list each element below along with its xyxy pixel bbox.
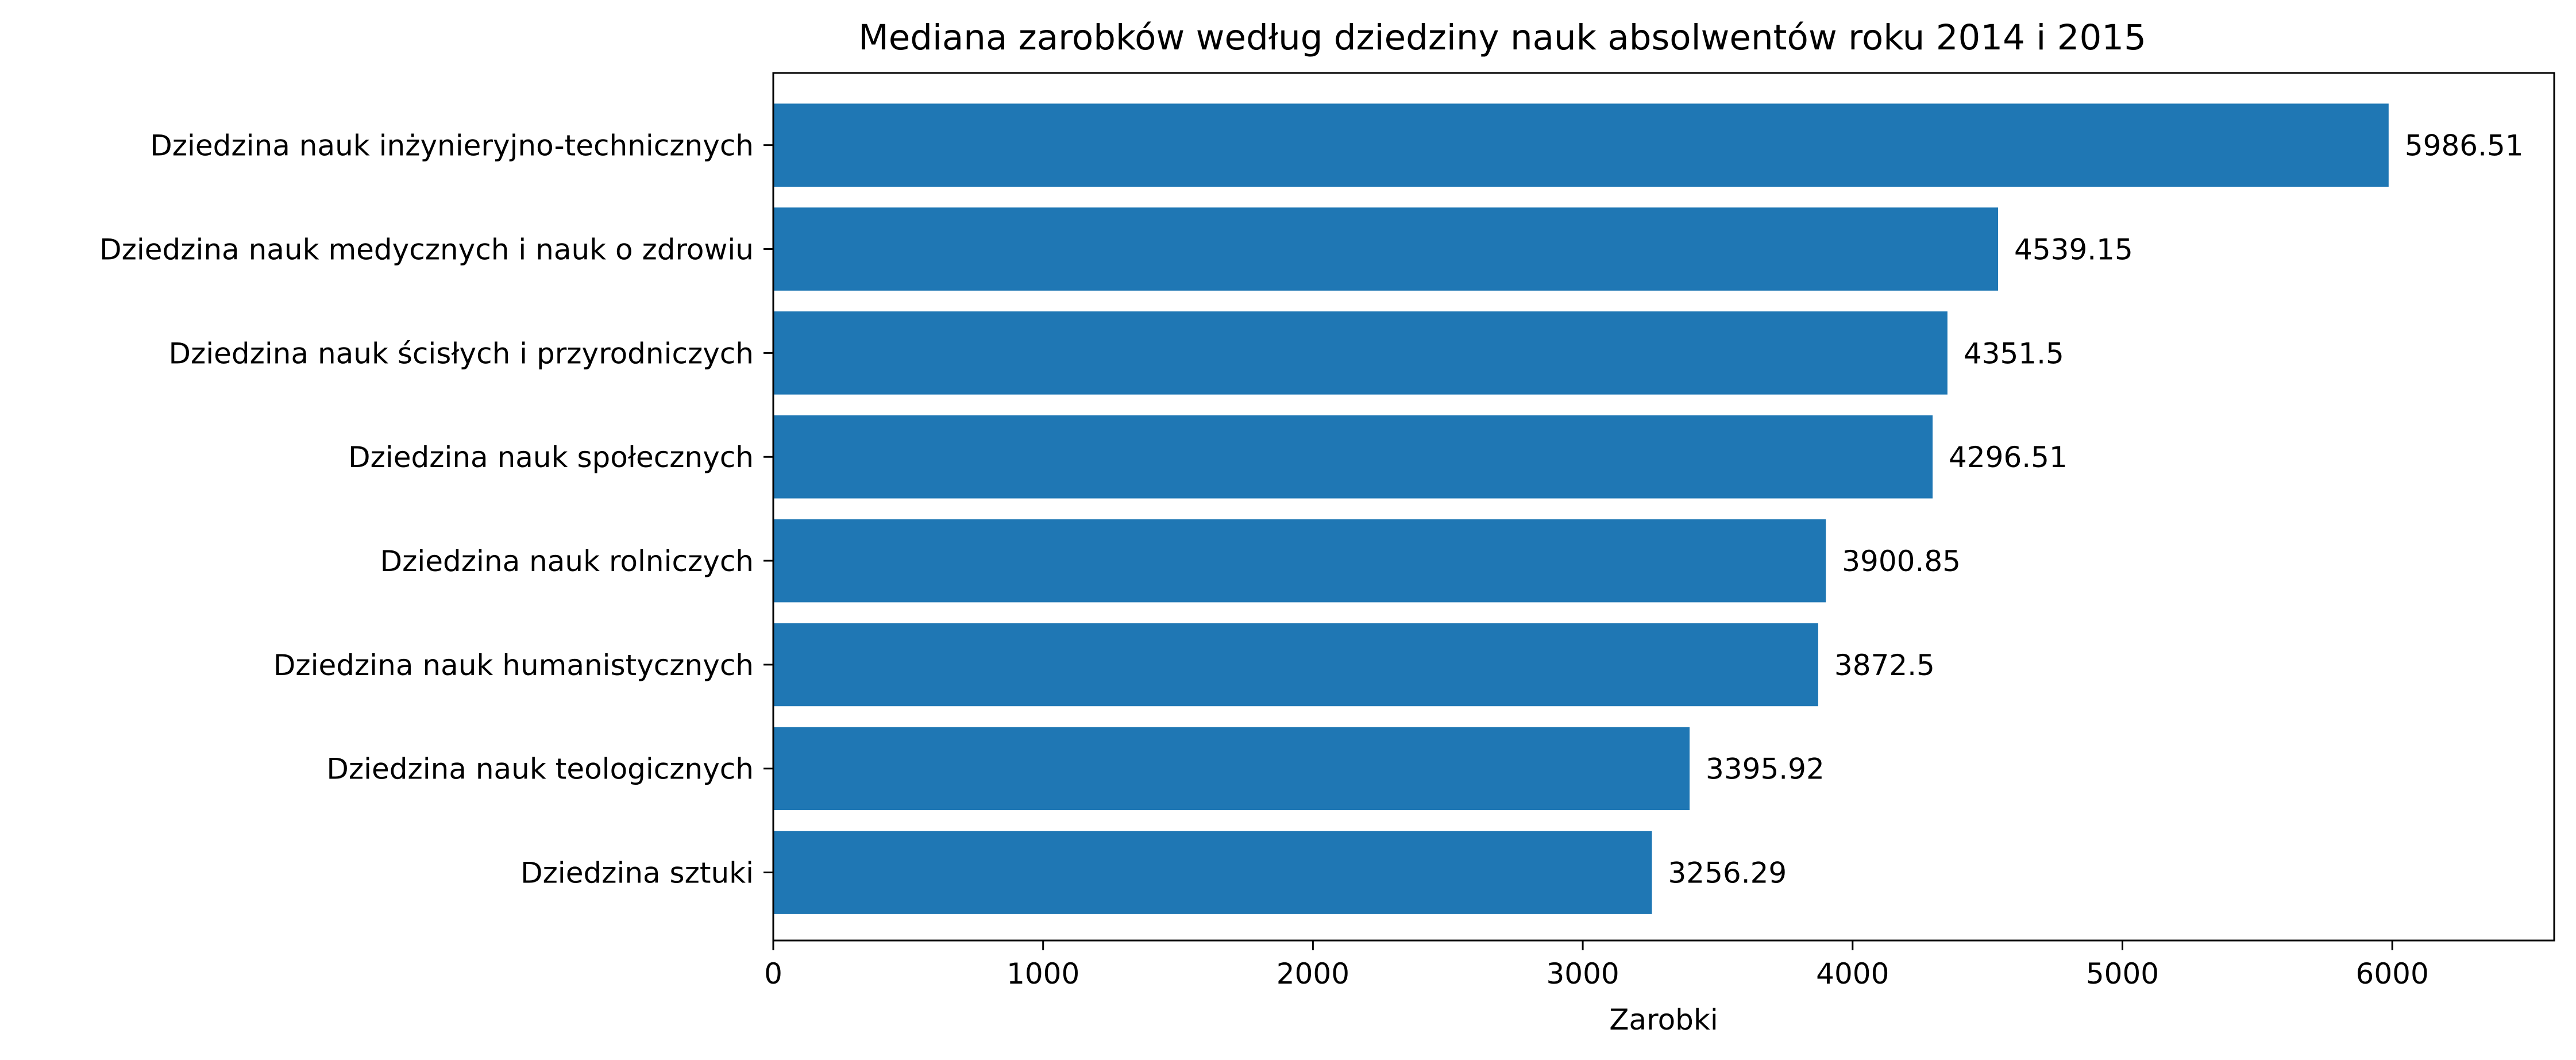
bar [773, 103, 2389, 187]
bar-value-label: 5986.51 [2405, 129, 2524, 163]
x-tick-label: 3000 [1546, 957, 1619, 990]
bar [773, 831, 1652, 914]
x-tick-label: 2000 [1277, 957, 1349, 990]
bar-value-label: 3256.29 [1668, 857, 1787, 890]
y-tick-label: Dziedzina nauk teologicznych [326, 753, 754, 786]
y-tick-label: Dziedzina nauk społecznych [348, 441, 754, 474]
x-axis-label: Zarobki [1609, 1003, 1718, 1036]
bar [773, 727, 1690, 811]
bar [773, 311, 1948, 395]
y-tick-label: Dziedzina nauk rolniczych [380, 545, 754, 578]
chart-title: Mediana zarobków według dziedziny nauk a… [858, 17, 2146, 58]
x-tick-label: 6000 [2356, 957, 2429, 990]
x-tick-label: 1000 [1007, 957, 1079, 990]
plot-frame [772, 72, 2555, 942]
bar-value-label: 3872.5 [1834, 649, 1935, 682]
x-tick-label: 4000 [1816, 957, 1889, 990]
bar [773, 623, 1818, 707]
y-tick-label: Dziedzina nauk inżynieryjno-technicznych [150, 129, 754, 163]
bar-value-label: 4539.15 [2014, 233, 2133, 267]
bar [773, 207, 1999, 291]
bar [773, 415, 1933, 499]
bar-value-label: 4296.51 [1949, 441, 2068, 474]
y-axis: Dziedzina nauk inżynieryjno-technicznych… [99, 129, 773, 890]
y-tick-label: Dziedzina nauk ścisłych i przyrodniczych [168, 337, 754, 370]
bar-value-label: 4351.5 [1964, 337, 2064, 370]
bar [773, 519, 1826, 603]
y-tick-label: Dziedzina nauk medycznych i nauk o zdrow… [99, 233, 754, 267]
x-tick-label: 5000 [2086, 957, 2159, 990]
y-tick-label: Dziedzina nauk humanistycznych [273, 649, 754, 682]
x-axis: 0 1000 2000 3000 4000 5000 6000 [764, 940, 2429, 990]
value-labels-layer: 5986.51 4539.15 4351.5 4296.51 3900.85 3872.5… [1668, 129, 2523, 890]
bar-value-label: 3395.92 [1706, 753, 1825, 786]
bar-value-label: 3900.85 [1842, 545, 1961, 578]
y-tick-label: Dziedzina sztuki [520, 857, 754, 890]
x-tick-label: 0 [764, 957, 782, 990]
bars-layer [773, 103, 2389, 914]
